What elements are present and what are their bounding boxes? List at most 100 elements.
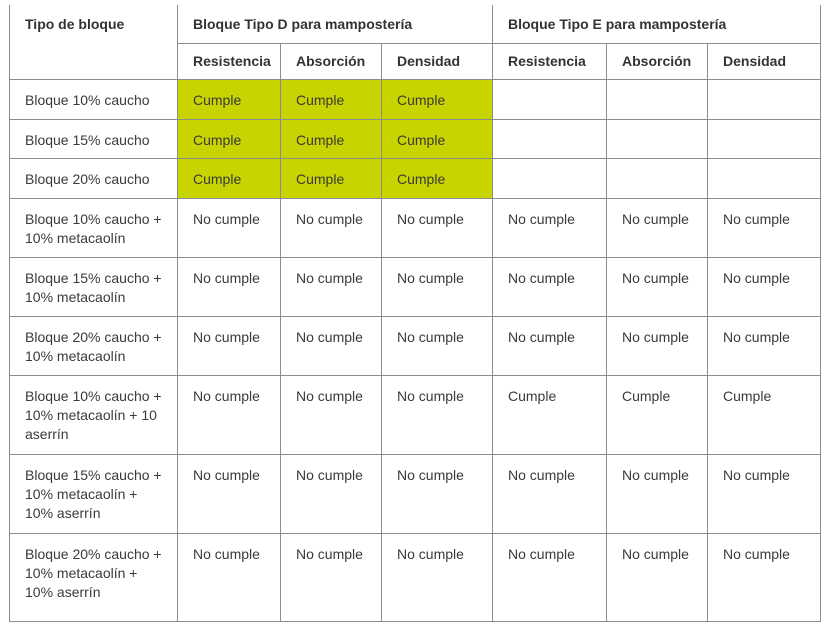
result-cell: No cumple <box>707 198 821 258</box>
table-row: Bloque 15% caucho + 10% metacaolín + 10% a… <box>9 454 821 534</box>
result-cell: No cumple <box>177 316 281 376</box>
result-cell: No cumple <box>707 454 821 534</box>
result-cell: Cumple <box>177 79 281 120</box>
result-cell: Cumple <box>381 79 493 120</box>
result-cell: Cumple <box>280 119 382 159</box>
result-cell: Cumple <box>177 158 281 199</box>
result-cell: No cumple <box>381 257 493 317</box>
result-cell: No cumple <box>280 533 382 622</box>
result-cell: No cumple <box>707 257 821 317</box>
results-table: Tipo de bloque Bloque Tipo D para mampos… <box>9 5 821 622</box>
empty-cell <box>606 119 708 159</box>
label-line: 10% metacaolín <box>25 289 126 305</box>
table-row: Bloque 20% caucho Cumple Cumple Cumple <box>9 158 821 199</box>
label-line: Bloque 10% caucho + <box>25 211 162 227</box>
row-label: Bloque 20% caucho + 10% metacaolín + 10% a… <box>9 533 178 622</box>
table-row: Bloque 20% caucho + 10% metacaolín No cump… <box>9 316 821 376</box>
result-cell: Cumple <box>177 119 281 159</box>
result-cell: No cumple <box>606 454 708 534</box>
empty-cell <box>707 119 821 159</box>
result-cell: No cumple <box>381 375 493 455</box>
result-cell: No cumple <box>177 375 281 455</box>
row-label: Bloque 20% caucho <box>9 158 178 199</box>
result-cell: No cumple <box>280 454 382 534</box>
result-cell: No cumple <box>280 375 382 455</box>
table-row: Bloque 20% caucho + 10% metacaolín + 10% a… <box>9 533 821 622</box>
result-cell: No cumple <box>381 454 493 534</box>
result-cell: No cumple <box>707 533 821 622</box>
result-cell: No cumple <box>177 533 281 622</box>
label-line: 10% metacaolín <box>25 230 126 246</box>
label-line: 10% metacaolín + 10 <box>25 407 157 423</box>
empty-cell <box>492 79 607 120</box>
empty-cell <box>492 119 607 159</box>
label-line: 10% metacaolín + <box>25 565 138 581</box>
result-cell: No cumple <box>280 316 382 376</box>
label-line: Bloque 15% caucho <box>25 132 150 148</box>
result-cell: Cumple <box>280 79 382 120</box>
result-cell: No cumple <box>707 316 821 376</box>
table-row: Bloque 10% caucho + 10% metacaolín No cump… <box>9 198 821 258</box>
subheader-cell: Resistencia <box>177 43 281 80</box>
result-cell: No cumple <box>381 198 493 258</box>
result-cell: No cumple <box>606 316 708 376</box>
empty-cell <box>707 79 821 120</box>
result-cell: Cumple <box>280 158 382 199</box>
label-line: Bloque 20% caucho <box>25 171 150 187</box>
result-cell: No cumple <box>177 454 281 534</box>
result-cell: Cumple <box>492 375 607 455</box>
result-cell: No cumple <box>492 454 607 534</box>
label-line: 10% aserrín <box>25 505 101 521</box>
label-line: Bloque 15% caucho + <box>25 270 162 286</box>
row-label: Bloque 10% caucho + 10% metacaolín <box>9 198 178 258</box>
table-row: Bloque 15% caucho + 10% metacaolín No cump… <box>9 257 821 317</box>
row-label: Bloque 20% caucho + 10% metacaolín <box>9 316 178 376</box>
label-line: Bloque 10% caucho <box>25 92 150 108</box>
label-line: 10% metacaolín <box>25 348 126 364</box>
result-cell: Cumple <box>381 158 493 199</box>
row-label: Bloque 15% caucho <box>9 119 178 159</box>
header-cell: Tipo de bloque <box>9 5 178 80</box>
result-cell: No cumple <box>492 533 607 622</box>
group-header: Bloque Tipo E para mampostería <box>492 5 821 44</box>
label-line: 10% aserrín <box>25 584 101 600</box>
row-label: Bloque 10% caucho + 10% metacaolín + 10 as… <box>9 375 178 455</box>
label-line: Bloque 20% caucho + <box>25 546 162 562</box>
result-cell: No cumple <box>492 198 607 258</box>
row-label: Bloque 10% caucho <box>9 79 178 120</box>
subheader-cell: Densidad <box>381 43 493 80</box>
label-line: aserrín <box>25 426 69 442</box>
empty-cell <box>492 158 607 199</box>
result-cell: Cumple <box>707 375 821 455</box>
result-cell: No cumple <box>177 198 281 258</box>
label-line: Bloque 20% caucho + <box>25 329 162 345</box>
result-cell: No cumple <box>606 198 708 258</box>
result-cell: No cumple <box>280 198 382 258</box>
table-row: Bloque 10% caucho Cumple Cumple Cumple <box>9 79 821 120</box>
result-cell: No cumple <box>492 316 607 376</box>
label-line: Bloque 15% caucho + <box>25 467 162 483</box>
result-cell: No cumple <box>492 257 607 317</box>
empty-cell <box>606 79 708 120</box>
result-cell: No cumple <box>606 533 708 622</box>
table-row: Bloque 15% caucho Cumple Cumple Cumple <box>9 119 821 159</box>
result-cell: No cumple <box>381 316 493 376</box>
result-cell: No cumple <box>177 257 281 317</box>
result-cell: No cumple <box>280 257 382 317</box>
subheader-cell: Resistencia <box>492 43 607 80</box>
group-header: Bloque Tipo D para mampostería <box>177 5 493 44</box>
result-cell: Cumple <box>381 119 493 159</box>
empty-cell <box>606 158 708 199</box>
result-cell: No cumple <box>381 533 493 622</box>
subheader-cell: Absorción <box>606 43 708 80</box>
label-line: Bloque 10% caucho + <box>25 388 162 404</box>
row-label: Bloque 15% caucho + 10% metacaolín + 10% a… <box>9 454 178 534</box>
label-line: 10% metacaolín + <box>25 486 138 502</box>
row-label: Bloque 15% caucho + 10% metacaolín <box>9 257 178 317</box>
subheader-cell: Absorción <box>280 43 382 80</box>
result-cell: Cumple <box>606 375 708 455</box>
result-cell: No cumple <box>606 257 708 317</box>
table-row: Bloque 10% caucho + 10% metacaolín + 10 as… <box>9 375 821 455</box>
empty-cell <box>707 158 821 199</box>
